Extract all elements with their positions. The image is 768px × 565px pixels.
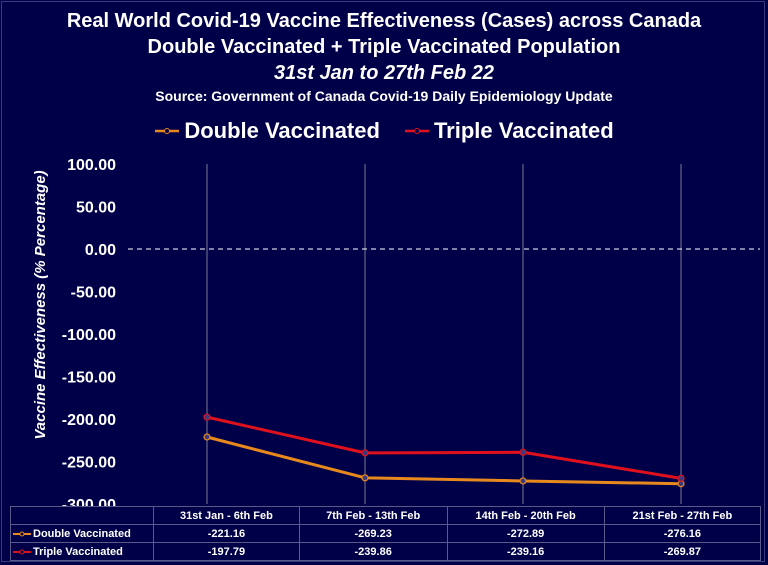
legend-item-triple: Triple Vaccinated: [404, 118, 614, 144]
table-series-name: Double Vaccinated: [33, 527, 131, 540]
table-cell: -272.89: [446, 524, 605, 543]
legend-label-double: Double Vaccinated: [184, 118, 380, 143]
y-tick-label: -300.00: [62, 497, 116, 506]
table-cell: -239.16: [446, 542, 605, 561]
data-point: [203, 433, 211, 441]
table-cell: 7th Feb - 13th Feb: [298, 506, 448, 525]
table-cell: -239.86: [298, 542, 448, 561]
data-table: 31st Jan - 6th Feb 7th Feb - 13th Feb 14…: [10, 506, 762, 561]
table-cell: 31st Jan - 6th Feb: [153, 506, 300, 525]
table-row-triple: Triple Vaccinated -197.79 -239.86 -239.1…: [10, 542, 762, 561]
table-row-header: 31st Jan - 6th Feb 7th Feb - 13th Feb 14…: [10, 506, 762, 525]
table-corner: [10, 506, 154, 525]
table-series-label: Double Vaccinated: [10, 524, 154, 543]
data-point: [361, 449, 369, 457]
source-note: Source: Government of Canada Covid-19 Da…: [155, 88, 613, 104]
chart-titles: Real World Covid-19 Vaccine Effectivenes…: [0, 8, 768, 106]
chart-subtitle: Double Vaccinated + Triple Vaccinated Po…: [147, 36, 621, 58]
legend-item-double: Double Vaccinated: [154, 118, 380, 144]
legend-label-triple: Triple Vaccinated: [433, 118, 614, 143]
table-series-name: Triple Vaccinated: [33, 545, 123, 558]
legend-key-double-icon: [13, 531, 31, 537]
table-cell: -276.16: [603, 524, 762, 543]
y-tick-label: -50.00: [71, 285, 116, 302]
series-line-triple: [206, 415, 682, 480]
table-cell: -221.16: [153, 524, 300, 543]
legend-key-double-icon: [155, 128, 180, 134]
y-tick-label: 0.00: [85, 242, 116, 259]
table-cell: -269.87: [603, 542, 762, 561]
line-chart: 100.00 50.00 0.00 -50.00 -100.00 -150.00 -200.…: [32, 157, 760, 506]
data-point: [519, 448, 527, 456]
table-cell: -269.23: [298, 524, 448, 543]
table-series-label: Triple Vaccinated: [10, 542, 154, 561]
series-line-double: [206, 435, 682, 486]
y-axis-label: Vaccine Effectiveness (% Percentage): [32, 170, 49, 439]
y-tick-label: -100.00: [62, 327, 116, 344]
y-tick-label: -250.00: [62, 455, 116, 472]
legend-key-triple-icon: [404, 128, 429, 134]
y-tick-label: -150.00: [62, 370, 116, 387]
data-point: [361, 474, 369, 482]
table-row-double: Double Vaccinated -221.16 -269.23 -272.8…: [10, 524, 762, 543]
data-point: [519, 477, 527, 485]
table-cell: 21st Feb - 27th Feb: [603, 506, 762, 525]
data-point: [203, 413, 211, 421]
y-tick-label: -200.00: [62, 412, 116, 429]
table-cell: -197.79: [153, 542, 300, 561]
table-cell: 14th Feb - 20th Feb: [446, 506, 605, 525]
y-tick-label: 50.00: [76, 200, 116, 217]
legend: Double Vaccinated Triple Vaccinated: [0, 118, 768, 144]
date-range: 31st Jan to 27th Feb 22: [273, 62, 495, 84]
y-tick-label: 100.00: [67, 157, 116, 174]
chart-title: Real World Covid-19 Vaccine Effectivenes…: [66, 10, 702, 32]
data-point: [677, 474, 685, 482]
legend-key-triple-icon: [13, 549, 31, 555]
